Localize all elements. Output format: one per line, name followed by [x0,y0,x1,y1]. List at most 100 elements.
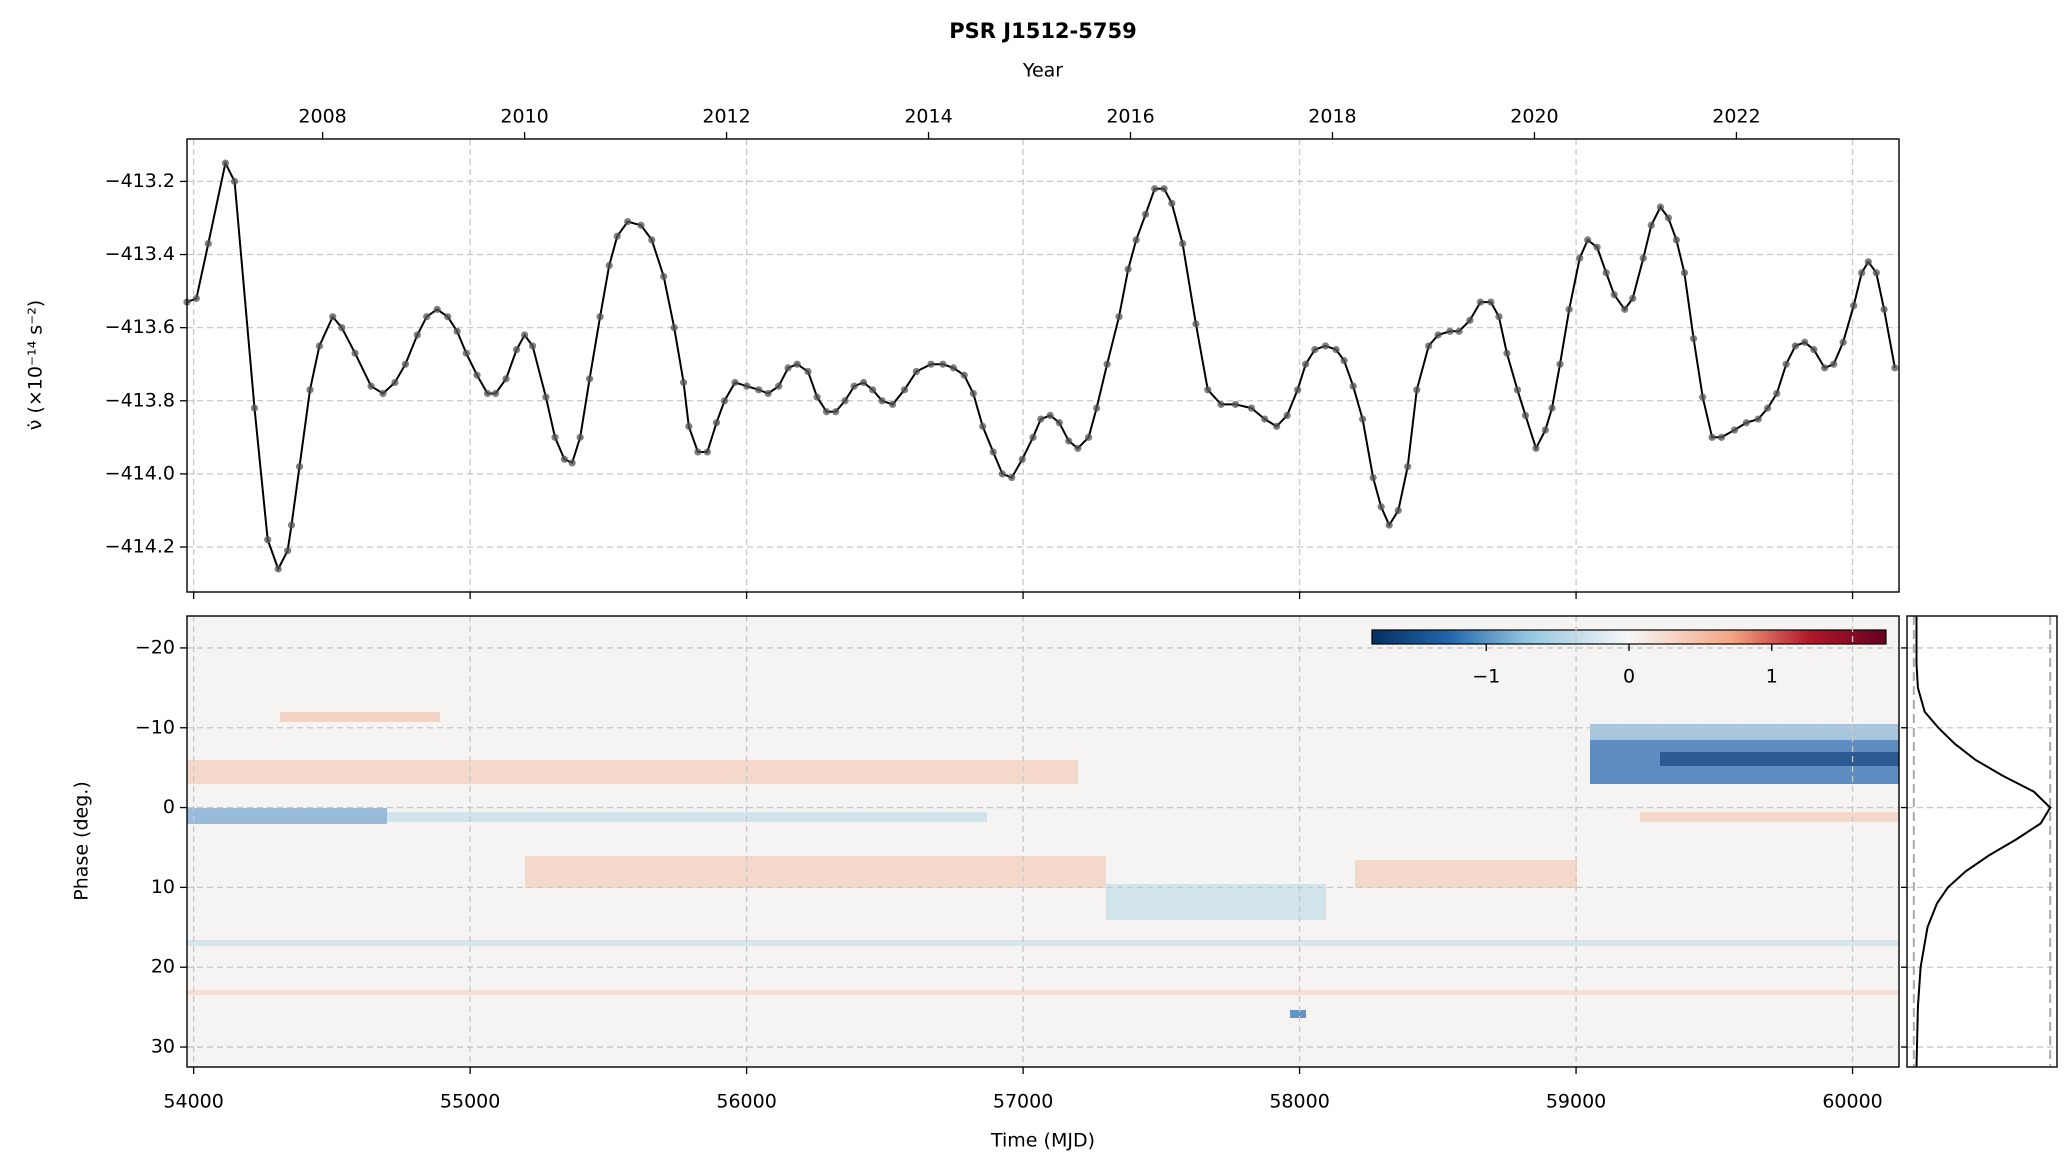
data-point [1434,331,1442,339]
y-axis-label: Phase (deg.) [71,781,93,900]
data-point [1584,236,1592,244]
data-point [1656,203,1664,211]
data-point [585,375,594,383]
data-point [1689,335,1698,343]
y-tick-label: −413.6 [105,316,175,338]
data-point [1672,236,1681,244]
data-point [1532,444,1540,452]
data-point [1332,345,1340,354]
data-point [491,389,500,398]
data-point [998,470,1006,478]
data-point [1074,444,1082,452]
data-line [186,160,1896,572]
data-point [560,455,569,463]
data-point [1283,411,1291,420]
colorbar [1371,629,1887,645]
data-point [660,272,668,281]
data-point [401,360,410,368]
data-point [648,236,656,244]
data-point [670,324,678,332]
data-point [1204,386,1212,394]
data-point [1782,360,1790,368]
data-point [969,389,977,398]
data-point [1093,404,1101,412]
data-point [551,433,559,441]
data-point [1864,258,1872,266]
y-tick-label: −20 [135,636,175,658]
data-point [1217,400,1225,409]
data-point [1115,313,1123,321]
data-point [784,364,792,372]
data-point [1359,415,1367,423]
data-point [520,331,529,339]
x2-tick-label: 2018 [1308,106,1356,128]
data-point [1132,236,1140,244]
data-point [264,536,272,544]
data-point [1764,404,1772,412]
data-point [1349,382,1357,390]
data-point [1621,305,1629,313]
data-point [250,404,259,412]
y-tick-label: −413.2 [105,170,175,192]
data-point [230,177,239,186]
data-point [1466,316,1474,324]
data-point [1141,210,1150,218]
data-point [351,349,359,357]
heatmap-image [187,616,1899,1067]
y-tick-label: 20 [151,956,175,978]
data-point [1576,254,1584,262]
y-tick-label: 0 [163,796,175,818]
data-point [204,239,212,248]
data-point [423,313,431,321]
data-point [1880,305,1888,313]
data-point [804,367,812,376]
x2-tick-label: 2008 [298,106,346,128]
data-point [596,313,604,321]
data-point [1730,426,1739,434]
data-point [576,433,584,441]
data-point [755,386,763,394]
data-point [900,386,909,394]
x-tick-label: 56000 [716,1091,776,1113]
data-point [1247,404,1256,412]
data-point [613,232,621,240]
data-point [1394,506,1402,515]
data-point [1455,327,1463,335]
data-point [605,261,613,270]
data-point [927,360,935,368]
data-point [1839,338,1847,346]
data-point [712,419,721,427]
axes-frame [1906,615,2058,1068]
data-point [1008,473,1016,482]
x-tick-label: 58000 [1269,1091,1329,1113]
data-point [1629,294,1637,303]
data-point [1513,386,1522,394]
heatmap-band [1106,884,1326,920]
data-point [1872,269,1880,277]
y-tick-label: −10 [135,716,175,738]
data-point [960,371,968,379]
heatmap-band [1640,812,1899,822]
y-tick-label: 10 [151,876,175,898]
data-point [1065,437,1073,445]
heatmap-band [387,812,987,822]
data-point [483,389,492,398]
data-point [306,386,314,394]
data-point [679,378,688,387]
y-tick-label: −413.8 [105,389,175,411]
data-point [1610,291,1618,299]
data-point [1602,269,1610,277]
data-point [1055,419,1063,427]
data-point [284,547,292,555]
data-point [274,565,282,573]
data-point [1742,419,1750,427]
data-point [878,397,886,405]
data-point [888,400,897,409]
x2-tick-label: 2022 [1712,106,1760,128]
data-point [1830,360,1838,368]
data-point [1046,411,1054,420]
data-point [859,378,868,387]
data-point [1717,433,1726,441]
data-point [1891,364,1899,372]
